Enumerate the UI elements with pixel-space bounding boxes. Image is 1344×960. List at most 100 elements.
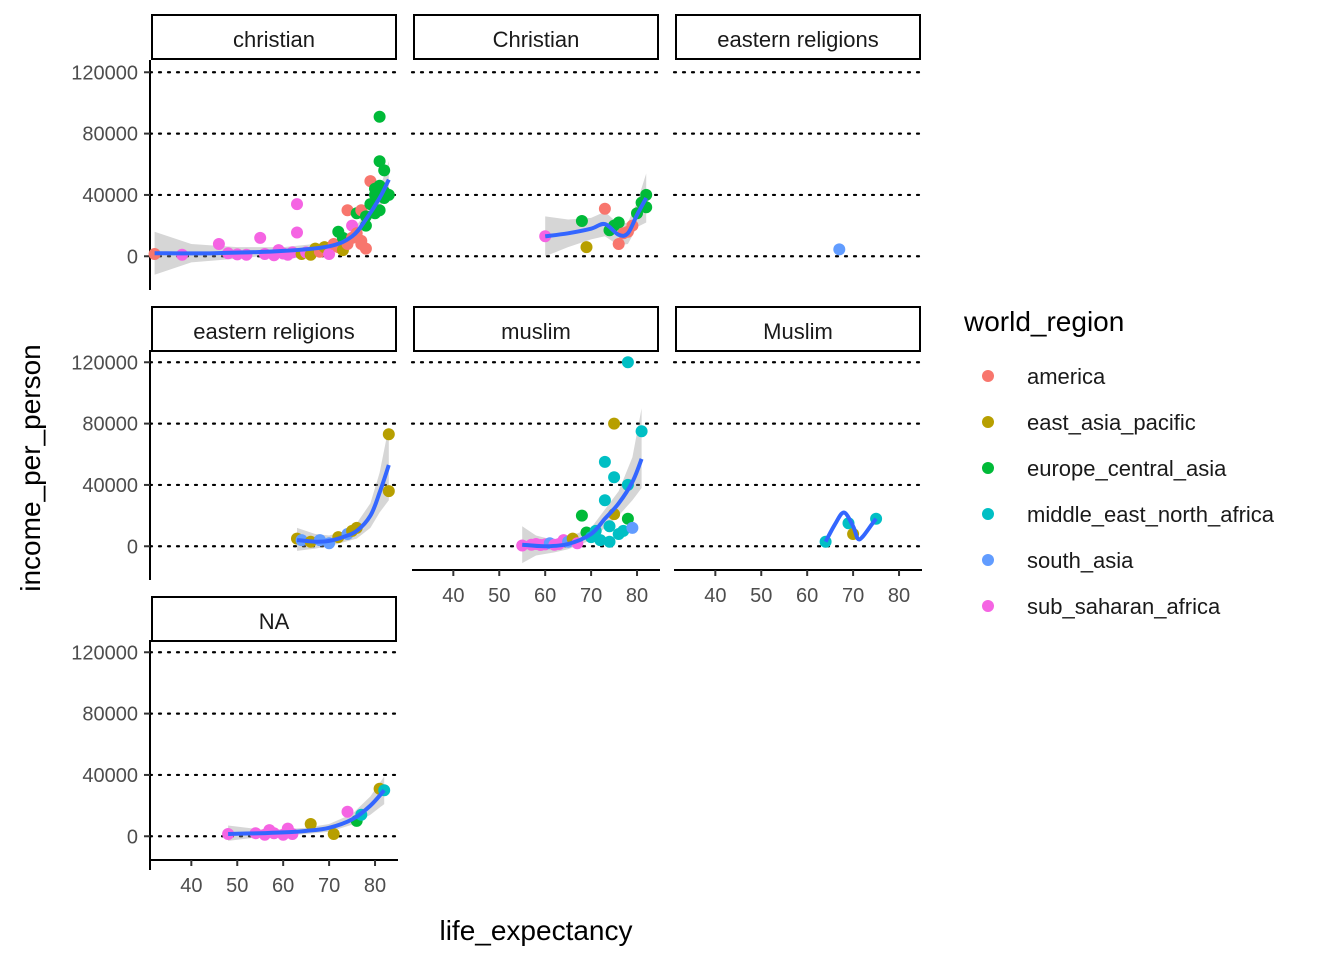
legend-key: [982, 600, 994, 612]
x-tick-label: 60: [796, 585, 818, 607]
facet-strip: [151, 596, 397, 642]
data-point: [304, 818, 317, 830]
x-tick-label: 80: [364, 875, 386, 897]
data-point: [382, 485, 395, 498]
legend-key: [982, 462, 994, 474]
y-axis-title: income_per_person: [15, 344, 46, 592]
facet-panel: eastern religions 0 40000 80000 120000: [71, 306, 400, 580]
facet-strip-label: Muslim: [763, 319, 833, 344]
y-tick-label: 80000: [82, 414, 138, 436]
facet-strip-label: eastern religions: [193, 319, 354, 344]
facet-strip: [675, 14, 921, 60]
x-tick-label: 60: [272, 875, 294, 897]
facet-panel: muslim 40 50 60 70 80: [410, 306, 662, 607]
legend-key: [982, 416, 994, 428]
smooth-line: [228, 788, 386, 836]
legend-title: world_region: [963, 306, 1124, 337]
data-point: [612, 238, 625, 250]
facet-panels: christian 0 40000 80000 120000 Christian easte…: [71, 14, 924, 897]
y-tick-label: 80000: [82, 124, 138, 146]
legend: world_region america east_asia_pacificeur…: [963, 306, 1275, 619]
data-point: [323, 248, 336, 260]
facet-strip-label: eastern religions: [717, 27, 878, 52]
facet-strip: [413, 306, 659, 352]
data-point: [833, 243, 846, 256]
x-tick-label: 40: [180, 875, 202, 897]
y-tick-label: 40000: [82, 185, 138, 207]
x-tick-label: 70: [580, 585, 602, 607]
legend-key: [982, 554, 994, 566]
y-tick-label: 120000: [71, 62, 138, 84]
smooth-line: [823, 510, 878, 543]
legend-label: south_asia: [1027, 548, 1134, 573]
smooth-line: [296, 464, 391, 544]
data-point: [575, 215, 588, 227]
x-tick-label: 70: [318, 875, 340, 897]
data-point: [640, 188, 653, 201]
x-tick-label: 60: [534, 585, 556, 607]
facet-strip-label: Christian: [493, 27, 580, 52]
data-point: [373, 110, 386, 123]
y-tick-label: 0: [127, 826, 138, 848]
data-point: [594, 534, 607, 547]
facet-panel: christian 0 40000 80000 120000: [71, 14, 400, 290]
facet-strip-label: muslim: [501, 319, 571, 344]
data-point: [626, 521, 639, 534]
data-point: [617, 524, 630, 537]
data-point: [341, 204, 354, 217]
facet-strip-label: christian: [233, 27, 315, 52]
smooth-line: [544, 197, 648, 239]
data-point: [382, 428, 395, 441]
data-point: [373, 155, 386, 168]
smooth-line: [522, 458, 644, 549]
facet-strip: [151, 14, 397, 60]
data-point: [291, 198, 303, 211]
data-point: [621, 512, 634, 525]
data-point: [359, 242, 372, 255]
x-tick-label: 50: [488, 585, 510, 607]
y-tick-label: 0: [127, 246, 138, 268]
legend-label: east_asia_pacific: [1027, 410, 1196, 435]
data-point: [603, 520, 616, 533]
data-point: [598, 494, 611, 507]
facet-panel: Christian: [410, 14, 662, 258]
facet-strip: [413, 14, 659, 60]
confidence-band: [545, 173, 647, 257]
data-point: [580, 241, 593, 254]
x-tick-label: 80: [626, 585, 648, 607]
legend-label: sub_saharan_africa: [1027, 594, 1221, 619]
data-point: [212, 238, 225, 250]
data-point: [254, 231, 267, 244]
data-point: [598, 202, 611, 215]
x-tick-label: 80: [888, 585, 910, 607]
data-point: [598, 455, 611, 468]
smooth-line: [154, 178, 391, 256]
data-point: [378, 164, 391, 177]
y-tick-label: 40000: [82, 475, 138, 497]
facet-panel: NA 0 40000 80000 120000 40 50 60 70 80: [71, 596, 400, 897]
data-point: [382, 188, 395, 201]
data-point: [608, 471, 621, 484]
y-tick-label: 0: [127, 536, 138, 558]
data-point: [373, 204, 386, 217]
x-axis-title: life_expectancy: [439, 915, 632, 946]
facet-strip: [675, 306, 921, 352]
data-point: [621, 356, 634, 369]
x-tick-label: 50: [226, 875, 248, 897]
data-point: [341, 805, 354, 818]
x-tick-label: 70: [842, 585, 864, 607]
facet-strip-label: NA: [259, 609, 290, 634]
legend-label: america: [1027, 364, 1106, 389]
data-point: [612, 216, 625, 229]
facet-panel: eastern religions: [672, 14, 924, 258]
data-point: [291, 226, 303, 239]
data-point: [608, 417, 621, 430]
legend-label: europe_central_asia: [1027, 456, 1227, 481]
legend-key: [982, 508, 994, 520]
data-point: [575, 509, 588, 522]
legend-label: middle_east_north_africa: [1027, 502, 1275, 527]
data-point: [327, 828, 340, 840]
legend-key: [982, 370, 994, 382]
y-tick-label: 80000: [82, 704, 138, 726]
